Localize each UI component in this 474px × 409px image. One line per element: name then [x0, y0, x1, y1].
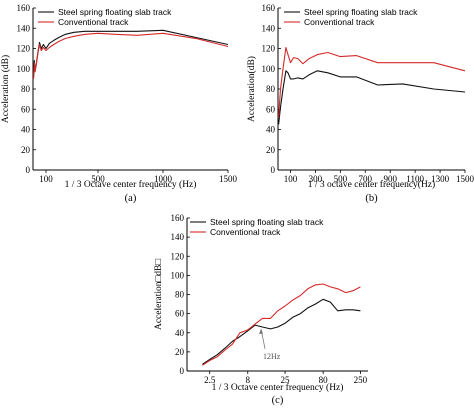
y-tick-label: 80	[21, 84, 31, 94]
y-tick-label: 140	[262, 23, 276, 33]
x-tick-label: 700	[359, 174, 373, 184]
x-tick-label: 300	[309, 174, 323, 184]
y-tick-label: 40	[21, 125, 31, 135]
x-tick-label: 25	[281, 375, 291, 385]
y-tick-label: 40	[175, 328, 185, 338]
y-axis-label: Acceleration□dB□	[154, 259, 164, 330]
y-tick-label: 0	[26, 165, 31, 175]
x-tick-label: 1500	[456, 174, 474, 184]
chart-panel-a: 0 20 40 60 80 100 120 140 160 100 500 1000 1500 1 / 3…	[0, 3, 238, 204]
x-tick-label: 100	[39, 174, 53, 184]
y-tick-label: 160	[262, 3, 276, 13]
y-tick-label: 0	[180, 366, 185, 376]
x-tick-label: 500	[334, 174, 348, 184]
series-line-conventional	[33, 32, 229, 79]
y-tick-label: 120	[171, 251, 185, 261]
y-tick-label: 60	[266, 104, 276, 114]
panel-label: (a)	[125, 193, 137, 204]
y-axis-label: Acceleration(dB)	[246, 56, 257, 122]
y-tick-label: 100	[171, 270, 185, 280]
y-tick-label: 140	[171, 232, 185, 242]
chart-panel-c: 0 20 40 60 80 100 120 140 160 2.5 8 25 80 250 1 / 3 Oc…	[154, 213, 368, 406]
y-tick-label: 20	[21, 145, 31, 155]
x-tick-label: 900	[383, 174, 397, 184]
y-tick-label: 60	[21, 104, 31, 114]
y-axis-label: Acceleration (dB)	[0, 55, 11, 123]
x-axis-label: 1 / 3 octave center frequency(Hz)	[308, 179, 435, 190]
x-tick-label: 80	[319, 375, 329, 385]
series-line-steel	[278, 70, 466, 125]
series-line-conventional	[202, 283, 361, 366]
x-tick-label: 1500	[219, 174, 238, 184]
legend-label-conventional: Conventional track	[304, 17, 375, 27]
legend-label-conventional: Conventional track	[210, 227, 281, 237]
legend-label-steel: Steel spring floating slab track	[304, 7, 418, 17]
x-tick-label: 500	[91, 174, 105, 184]
y-tick-label: 20	[175, 347, 185, 357]
y-tick-label: 160	[17, 3, 31, 13]
x-tick-label: 1000	[154, 174, 173, 184]
y-tick-label: 160	[171, 213, 185, 223]
x-tick-label: 8	[246, 375, 251, 385]
x-tick-label: 100	[284, 174, 298, 184]
panel-label: (b)	[365, 193, 378, 204]
annotation-arrowhead	[259, 328, 264, 334]
x-tick-label: 250	[354, 375, 368, 385]
y-tick-label: 0	[271, 165, 276, 175]
y-tick-label: 120	[17, 44, 31, 54]
y-tick-label: 40	[266, 125, 276, 135]
y-tick-label: 100	[262, 64, 276, 74]
x-axis-label: 1 / 3 Octave center frequency (Hz)	[65, 179, 197, 190]
y-tick-label: 80	[175, 290, 185, 300]
legend-label-steel: Steel spring floating slab track	[58, 7, 172, 17]
x-axis-label: 1 / 3 Octave center frequency (Hz)	[212, 382, 344, 393]
panel-label: (c)	[272, 395, 284, 406]
series-line-steel	[33, 29, 229, 77]
chart-panel-b: 0 20 40 60 80 100 120 140 160 100 300 500 700 900 1100…	[246, 3, 474, 204]
y-tick-label: 100	[17, 64, 31, 74]
series-line-conventional	[278, 46, 466, 118]
series-line-steel	[202, 298, 361, 365]
x-tick-label: 1300	[431, 174, 450, 184]
y-tick-label: 140	[17, 23, 31, 33]
y-tick-label: 20	[266, 145, 276, 155]
y-tick-label: 60	[175, 309, 185, 319]
y-tick-label: 80	[266, 84, 276, 94]
legend-label-steel: Steel spring floating slab track	[210, 217, 324, 227]
x-tick-label: 1100	[406, 174, 424, 184]
y-tick-label: 120	[262, 44, 276, 54]
legend-label-conventional: Conventional track	[58, 17, 129, 27]
x-tick-label: 2.5	[204, 375, 216, 385]
annotation-label: 12Hz	[263, 352, 281, 361]
